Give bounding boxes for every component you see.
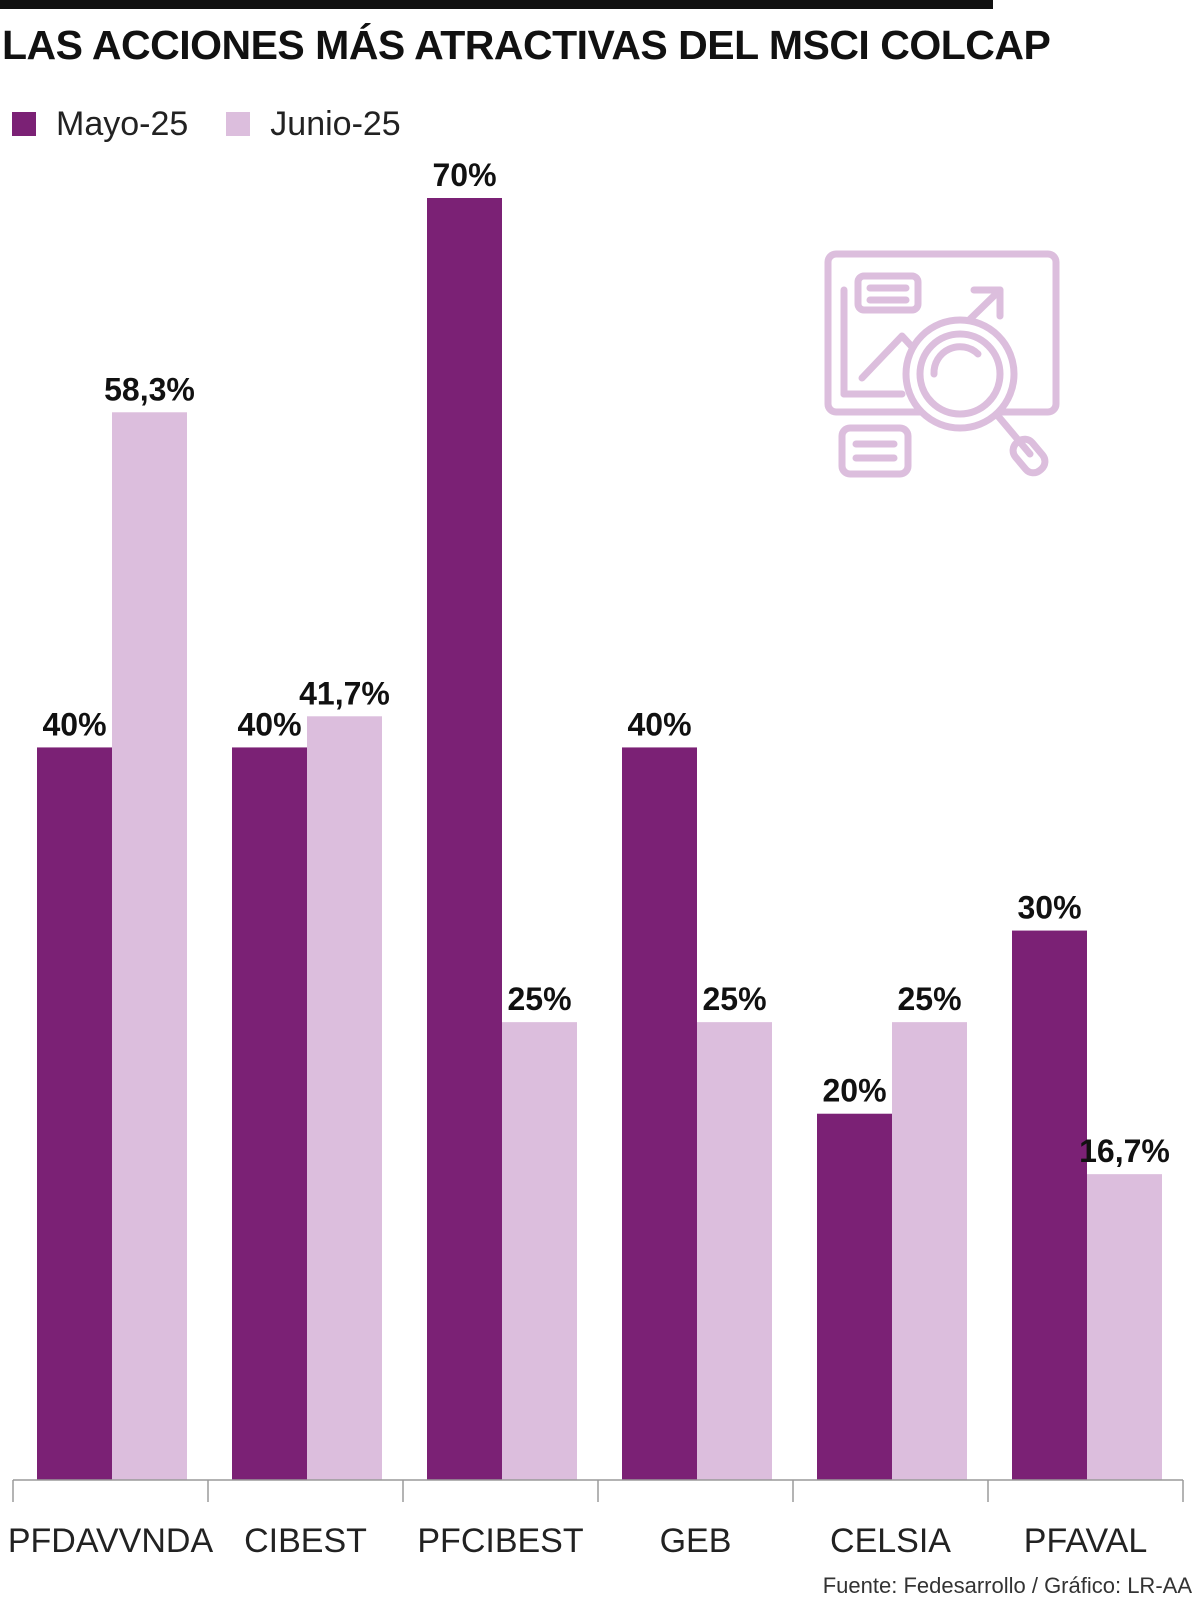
legend: Mayo-25 Junio-25	[12, 102, 439, 146]
bar	[427, 198, 502, 1480]
value-label: 58,3%	[104, 371, 195, 407]
legend-swatch-junio	[226, 112, 251, 136]
legend-label-mayo: Mayo-25	[56, 104, 189, 143]
bar	[112, 412, 187, 1481]
legend-item-junio: Junio-25	[226, 104, 401, 144]
category-label: CIBEST	[244, 1522, 367, 1560]
legend-item-mayo: Mayo-25	[12, 105, 188, 144]
analytics-magnifier-icon	[824, 250, 1060, 478]
bar	[817, 1113, 892, 1480]
value-label: 40%	[42, 706, 106, 742]
bar	[697, 1022, 772, 1480]
bar	[232, 747, 307, 1480]
bar	[892, 1022, 967, 1480]
bar	[1087, 1174, 1162, 1480]
value-label: 25%	[897, 981, 961, 1017]
category-label: CELSIA	[830, 1522, 951, 1560]
category-label: GEB	[660, 1522, 732, 1560]
value-label: 16,7%	[1079, 1133, 1170, 1169]
value-label: 41,7%	[299, 675, 390, 711]
bar	[502, 1022, 577, 1480]
legend-label-junio: Junio-25	[270, 104, 401, 143]
legend-swatch-mayo	[12, 112, 36, 136]
bar	[307, 716, 382, 1480]
value-label: 25%	[702, 981, 766, 1017]
top-rule	[0, 0, 993, 9]
category-label: PFAVAL	[1024, 1522, 1147, 1560]
value-label: 40%	[627, 706, 691, 742]
bar	[622, 747, 697, 1480]
bar	[37, 747, 112, 1480]
chart-title: LAS ACCIONES MÁS ATRACTIVAS DEL MSCI COL…	[2, 22, 1051, 68]
category-label: PFCIBEST	[417, 1522, 583, 1560]
value-label: 25%	[507, 981, 571, 1017]
category-label: PFDAVVNDA	[8, 1522, 214, 1560]
value-label: 70%	[432, 157, 496, 193]
value-label: 30%	[1017, 890, 1081, 926]
value-label: 20%	[822, 1073, 886, 1109]
source-note: Fuente: Fedesarrollo / Gráfico: LR-AA	[822, 1573, 1192, 1598]
value-label: 40%	[237, 706, 301, 742]
bar	[1012, 930, 1087, 1480]
